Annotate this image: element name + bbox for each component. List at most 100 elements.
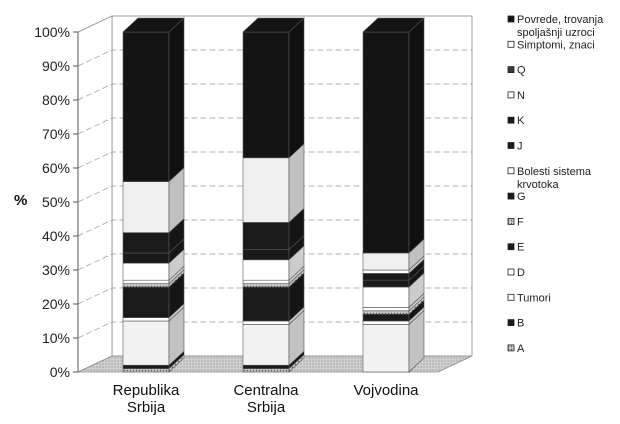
legend-label: F	[517, 216, 524, 228]
bar-segment	[362, 324, 410, 373]
legend-swatch	[507, 15, 515, 23]
legend-item: F	[507, 216, 524, 228]
legend-item: A	[507, 343, 525, 355]
bar-segment	[362, 320, 410, 325]
bar-top	[362, 17, 425, 33]
bar-segment	[122, 181, 170, 233]
bar-segment	[362, 31, 410, 254]
bar-segment	[122, 317, 170, 322]
y-tick-label: 0%	[50, 364, 70, 380]
legend-label: G	[517, 191, 526, 203]
y-tick-label: 30%	[42, 262, 70, 278]
legend-label: J	[517, 141, 523, 153]
legend-swatch	[507, 66, 515, 73]
bar-segment	[122, 320, 170, 366]
y-tick-label: 80%	[42, 92, 70, 108]
legend-swatch	[507, 319, 515, 327]
bar-segment	[242, 286, 290, 322]
y-tick-label: 90%	[42, 58, 70, 74]
legend-swatch	[507, 268, 515, 276]
bar-segment	[122, 232, 170, 254]
gridline	[77, 49, 472, 67]
bar-segment	[122, 368, 170, 373]
bar-segment	[242, 259, 290, 281]
bar-segment-side	[168, 17, 185, 183]
gridline	[77, 15, 472, 33]
legend-item: B	[507, 318, 524, 330]
bar-segment-side	[288, 17, 305, 159]
x-category-label: Srbija	[247, 399, 286, 416]
legend-item: N	[507, 90, 525, 102]
legend-swatch	[507, 293, 515, 301]
bar-segment	[242, 31, 290, 159]
gridline	[77, 287, 472, 305]
y-axis-label: %	[14, 192, 27, 209]
gridline	[77, 185, 472, 203]
bar-segment	[242, 157, 290, 223]
bar-segment	[362, 313, 410, 322]
legend-label: krvotoka	[517, 179, 559, 191]
legend-swatch	[507, 40, 515, 48]
gridlines	[77, 15, 472, 373]
legend-label: Tumori	[517, 292, 551, 304]
bar-segment	[122, 262, 170, 281]
bar-stack	[122, 17, 185, 373]
legend-swatch	[507, 192, 515, 200]
legend-label: B	[517, 318, 524, 330]
gridline	[77, 321, 472, 339]
legend-item: Tumori	[507, 292, 551, 304]
legend-swatch	[507, 344, 515, 352]
bar-segment	[242, 249, 290, 261]
legend-swatch	[507, 167, 515, 175]
x-category-label: Republika	[113, 382, 180, 399]
legend-label: Povrede, trovanja	[517, 14, 604, 26]
legend-label: Bolesti sistema	[517, 166, 592, 178]
bar-segment	[122, 364, 170, 369]
bar-segment	[122, 31, 170, 182]
legend-item: K	[507, 115, 525, 127]
bar-segment	[242, 320, 290, 325]
legend-item: E	[507, 242, 524, 254]
bar-segment	[242, 222, 290, 250]
bar-segment	[242, 283, 290, 288]
bar-segment	[362, 279, 410, 288]
gridline	[77, 151, 472, 169]
bar-segment-side	[408, 17, 425, 254]
bar-segment	[242, 279, 290, 284]
legend-label: Q	[517, 65, 526, 77]
bar-segment	[122, 279, 170, 284]
bar-segment	[362, 273, 410, 281]
bar-top	[122, 17, 185, 33]
bar-segment	[362, 269, 410, 274]
y-tick-label: 20%	[42, 296, 70, 312]
bar-segment	[242, 368, 290, 373]
legend-item: Simptomi, znaci	[507, 39, 595, 51]
legend-label: D	[517, 267, 525, 279]
legend-item: Q	[507, 65, 526, 77]
bar-segment	[122, 286, 170, 318]
legend-item: G	[507, 191, 526, 203]
x-category-label: Srbija	[127, 399, 166, 416]
bar-segment	[362, 286, 410, 308]
gridline	[77, 253, 472, 271]
legend-label: K	[517, 115, 525, 127]
gridline	[77, 83, 472, 101]
y-tick-label: 50%	[42, 194, 70, 210]
bar-top	[242, 17, 305, 33]
legend-swatch	[507, 142, 515, 149]
legend-swatch	[507, 91, 515, 99]
legend-item: D	[507, 267, 525, 279]
gridline	[77, 355, 472, 373]
legend-swatch	[507, 116, 515, 124]
bar-segment	[242, 324, 290, 366]
x-category-label: Vojvodina	[353, 382, 419, 399]
bar-stack	[242, 17, 305, 373]
gridline	[77, 219, 472, 237]
y-tick-label: 40%	[42, 228, 70, 244]
bar-segment	[242, 364, 290, 369]
y-tick-label: 60%	[42, 160, 70, 176]
